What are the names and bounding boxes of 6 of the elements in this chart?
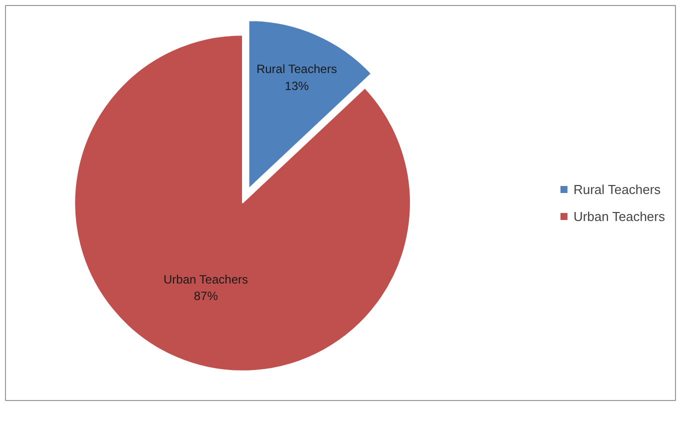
legend-label: Rural Teachers xyxy=(573,182,661,196)
slice-label: Urban Teachers xyxy=(164,272,248,286)
data-label: 87% xyxy=(194,289,218,304)
legend-label: Urban Teachers xyxy=(573,208,665,224)
data-label: 13% xyxy=(284,78,310,93)
slice-label: Rural Teachers xyxy=(256,62,337,76)
